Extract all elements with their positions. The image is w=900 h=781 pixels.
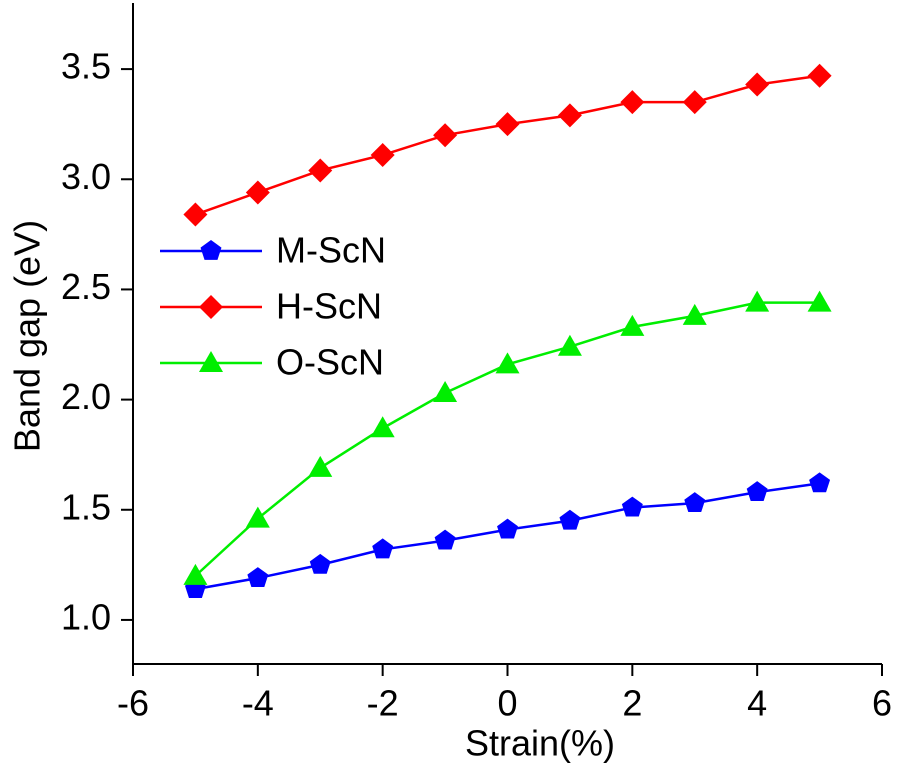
marker [809, 472, 831, 493]
x-axis-title: Strain(%) [465, 723, 615, 764]
marker [183, 563, 208, 585]
x-tick-label: -2 [367, 683, 399, 724]
marker [433, 123, 458, 148]
marker [807, 290, 832, 312]
marker [495, 112, 520, 137]
marker [497, 518, 518, 539]
marker [745, 290, 770, 312]
marker [682, 90, 707, 115]
marker [199, 295, 223, 319]
y-tick-label: 2.5 [61, 266, 111, 307]
x-tick-label: 0 [497, 683, 517, 724]
marker [245, 506, 270, 528]
marker [746, 481, 768, 502]
y-tick-label: 3.0 [61, 156, 111, 197]
x-tick-label: -6 [117, 683, 149, 724]
marker [807, 63, 832, 88]
marker [370, 416, 395, 438]
legend-label: O-ScN [276, 342, 384, 383]
marker [308, 158, 333, 183]
marker [183, 202, 208, 227]
marker [745, 72, 770, 97]
marker [309, 553, 331, 574]
marker [433, 380, 458, 402]
x-tick-label: 2 [622, 683, 642, 724]
marker [247, 567, 269, 587]
y-tick-label: 3.5 [61, 46, 111, 87]
y-tick-label: 1.5 [61, 486, 111, 527]
x-tick-label: -4 [242, 683, 274, 724]
marker [245, 180, 270, 205]
marker [620, 90, 645, 115]
series-line [195, 74, 820, 216]
marker [308, 455, 333, 477]
marker [200, 240, 222, 260]
marker [684, 492, 706, 513]
x-tick-label: 6 [872, 683, 892, 724]
marker [495, 352, 520, 374]
y-axis-title: Band gap (eV) [7, 220, 48, 452]
marker [372, 538, 394, 559]
marker [370, 143, 395, 168]
marker [557, 334, 582, 356]
marker [620, 314, 645, 336]
marker [557, 103, 582, 128]
y-tick-label: 1.0 [61, 596, 111, 637]
marker [621, 496, 643, 517]
marker [559, 509, 581, 530]
legend-label: H-ScN [276, 286, 382, 327]
marker [682, 303, 707, 325]
y-tick-label: 2.0 [61, 376, 111, 417]
legend-label: M-ScN [276, 230, 386, 271]
x-tick-label: 4 [747, 683, 767, 724]
marker [199, 351, 223, 372]
marker [434, 529, 456, 550]
